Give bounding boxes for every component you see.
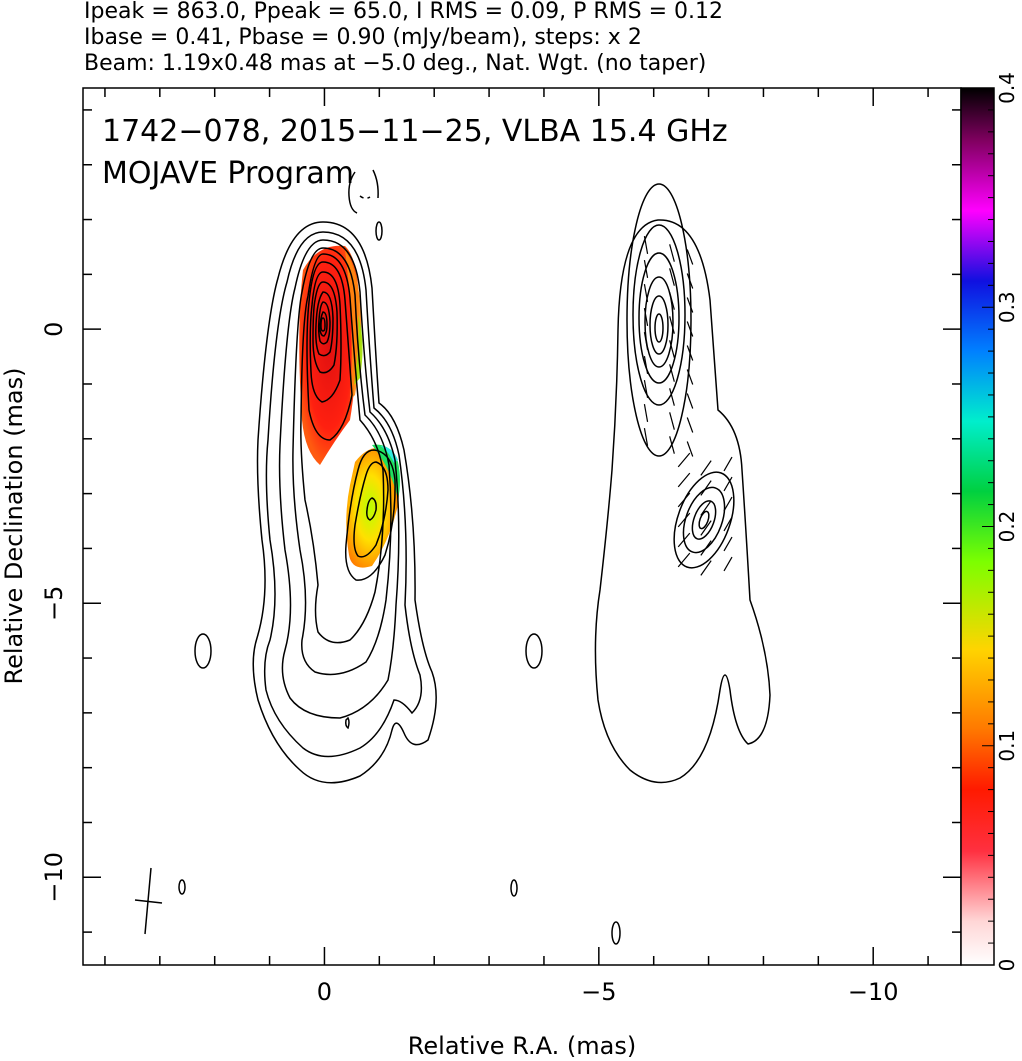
evpa-tick	[669, 268, 675, 286]
evpa-tick	[669, 340, 675, 358]
evpa-tick	[643, 236, 649, 254]
colorbar	[960, 87, 995, 966]
evpa-tick	[686, 369, 694, 385]
x-tick-label: 0	[317, 978, 332, 1006]
evpa-tick	[686, 393, 694, 409]
evpa-tick	[686, 345, 694, 361]
evpa-tick	[677, 492, 691, 508]
evpa-tick	[643, 332, 649, 350]
evpa-tick	[686, 273, 694, 289]
evpa-tick	[700, 520, 712, 536]
x-axis-label: Relative R.A. (mas)	[408, 1032, 636, 1060]
evpa-tick	[677, 472, 691, 488]
evpa-tick	[723, 556, 733, 572]
evpa-tick	[669, 388, 675, 406]
evpa-tick	[723, 496, 733, 512]
evpa-tick	[677, 552, 691, 568]
polarized-intensity-contours	[510, 183, 771, 945]
evpa-tick	[700, 560, 712, 576]
evpa-tick	[723, 476, 733, 492]
evpa-tick	[677, 532, 691, 548]
colorbar-tick-label: 0.1	[995, 730, 1019, 762]
evpa-tick	[686, 249, 694, 265]
colorbar-tick-label: 0.4	[995, 72, 1019, 104]
evpa-tick	[643, 308, 649, 326]
evpa-tick	[669, 364, 675, 382]
beam-marker	[134, 867, 163, 935]
evpa-tick	[643, 428, 649, 446]
evpa-tick	[643, 260, 649, 278]
evpa-tick	[723, 516, 733, 532]
x-tick-label: −5	[581, 978, 616, 1006]
evpa-tick	[669, 316, 675, 334]
colorbar-tick-label: 0.2	[995, 511, 1019, 543]
evpa-tick	[700, 480, 712, 496]
y-ticks: 0 −5 −10	[40, 109, 961, 933]
evpa-tick	[677, 512, 691, 528]
polarization-image	[299, 245, 400, 568]
evpa-tick	[700, 460, 712, 476]
evpa-tick	[700, 540, 712, 556]
evpa-tick	[686, 417, 694, 433]
evpa-tick	[677, 452, 691, 468]
evpa-tick	[723, 536, 733, 552]
evpa-tick	[723, 456, 733, 472]
colorbar-tick-label: 0.3	[995, 291, 1019, 323]
header-line-2: Ibase = 0.41, Pbase = 0.90 (mJy/beam), s…	[84, 25, 642, 50]
evpa-tick	[700, 500, 712, 516]
y-axis-label: Relative Declination (mas)	[0, 367, 28, 684]
colorbar-tick-label: 0	[995, 959, 1019, 972]
evpa-tick	[669, 292, 675, 310]
evpa-tick	[643, 284, 649, 302]
evpa-tick	[686, 297, 694, 313]
plot-frame	[82, 87, 962, 966]
evpa-tick	[643, 404, 649, 422]
evpa-tick	[669, 436, 675, 454]
y-tick-label: −5	[40, 586, 68, 621]
header-line-1: Ipeak = 863.0, Ppeak = 65.0, I RMS = 0.0…	[84, 0, 723, 24]
evpa-tick	[669, 412, 675, 430]
header-line-3: Beam: 1.19x0.48 mas at −5.0 deg., Nat. W…	[84, 51, 707, 76]
source-label: 1742−078, 2015−11−25, VLBA 15.4 GHz	[102, 114, 728, 149]
evpa-tick	[686, 441, 694, 457]
program-label: MOJAVE Program	[102, 156, 354, 191]
y-tick-label: 0	[40, 322, 68, 337]
x-ticks: 0 −5 −10	[104, 88, 929, 1006]
evpa-tick	[686, 321, 694, 337]
evpa-tick	[643, 380, 649, 398]
evpa-tick	[669, 244, 675, 262]
evpa-tick	[643, 356, 649, 374]
y-tick-label: −10	[40, 852, 68, 903]
x-tick-label: −10	[848, 978, 899, 1006]
evpa-vectors	[643, 236, 733, 576]
colorbar-ticks: 0 0.1 0.2 0.3 0.4	[982, 72, 1019, 971]
stokes-i-contours	[178, 169, 437, 895]
